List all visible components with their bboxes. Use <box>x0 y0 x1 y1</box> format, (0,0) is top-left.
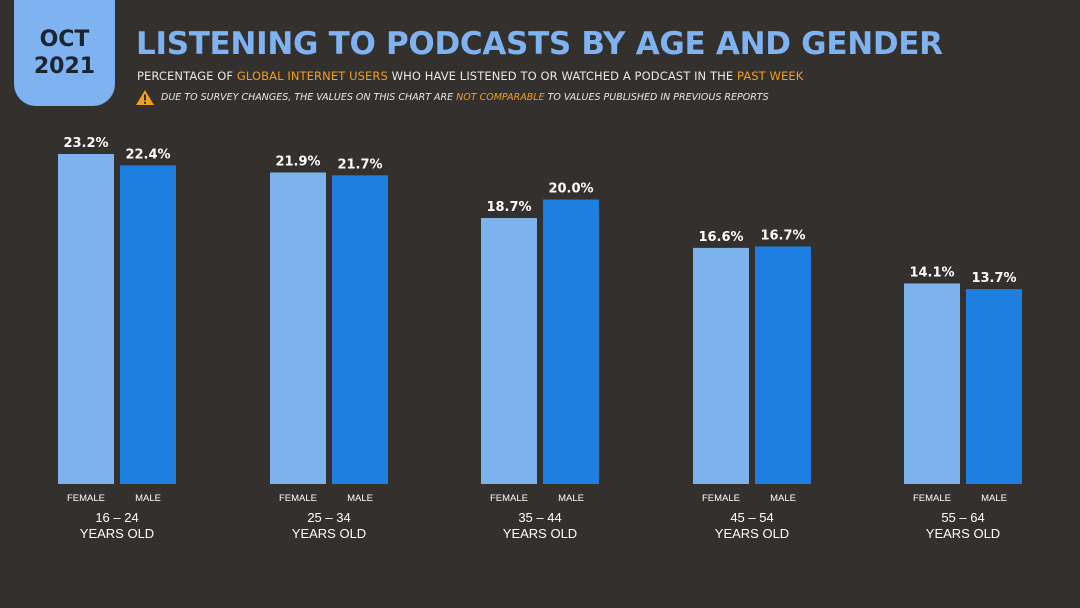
category-label-5: 55 – 64 <box>941 510 984 525</box>
value-label-female-3: 18.7% <box>486 200 531 215</box>
warning-note: DUE TO SURVEY CHANGES, THE VALUES ON THI… <box>135 89 769 106</box>
bar-male-1 <box>120 165 176 484</box>
bar-female-1 <box>58 154 114 484</box>
series-label-male-2: MALE <box>347 493 373 504</box>
subtitle-highlight-2: PAST WEEK <box>737 69 804 83</box>
warning-text-2: TO VALUES PUBLISHED IN PREVIOUS REPORTS <box>544 92 769 103</box>
bar-female-2 <box>270 172 326 484</box>
series-label-female-2: FEMALE <box>279 493 317 504</box>
value-label-female-2: 21.9% <box>275 154 320 169</box>
category-label-2: 25 – 34 <box>307 510 350 525</box>
subtitle-text-2: WHO HAVE LISTENED TO OR WATCHED A PODCAS… <box>387 69 738 83</box>
bar-male-5 <box>966 289 1022 484</box>
warning-text-1: DUE TO SURVEY CHANGES, THE VALUES ON THI… <box>161 92 457 103</box>
series-label-female-4: FEMALE <box>702 493 740 504</box>
series-label-female-3: FEMALE <box>490 493 528 504</box>
chart-subtitle: PERCENTAGE OF GLOBAL INTERNET USERS WHO … <box>137 69 803 83</box>
value-label-male-2: 21.7% <box>337 157 382 172</box>
category-label-4: 45 – 54 <box>730 510 773 525</box>
bar-female-4 <box>693 247 749 484</box>
series-label-male-3: MALE <box>558 493 584 504</box>
series-label-female-1: FEMALE <box>67 493 105 504</box>
category-sublabel-1: YEARS OLD <box>80 526 154 541</box>
category-label-3: 35 – 44 <box>518 510 561 525</box>
bar-male-3 <box>543 199 599 484</box>
value-label-female-5: 14.1% <box>909 265 954 280</box>
warning-highlight: NOT COMPARABLE <box>456 92 545 103</box>
value-label-female-4: 16.6% <box>698 230 743 245</box>
category-sublabel-4: YEARS OLD <box>715 526 789 541</box>
bar-male-4 <box>755 246 811 484</box>
category-sublabel-5: YEARS OLD <box>926 526 1000 541</box>
series-label-female-5: FEMALE <box>913 493 951 504</box>
badge-year: 2021 <box>33 54 96 79</box>
bar-female-3 <box>481 218 537 485</box>
value-label-male-1: 22.4% <box>125 147 170 162</box>
chart-title: LISTENING TO PODCASTS BY AGE AND GENDER <box>136 26 943 62</box>
value-label-male-3: 20.0% <box>548 182 593 197</box>
category-sublabel-2: YEARS OLD <box>292 526 366 541</box>
value-label-male-5: 13.7% <box>971 271 1016 286</box>
date-badge: OCT 2021 <box>14 0 115 106</box>
value-label-male-4: 16.7% <box>760 228 805 243</box>
category-label-1: 16 – 24 <box>95 510 138 525</box>
series-label-male-5: MALE <box>981 493 1007 504</box>
category-sublabel-3: YEARS OLD <box>503 526 577 541</box>
bar-male-2 <box>332 175 388 484</box>
warning-icon <box>136 90 154 105</box>
subtitle-text-1: PERCENTAGE OF <box>137 69 237 83</box>
series-label-male-4: MALE <box>770 493 796 504</box>
series-label-male-1: MALE <box>135 493 161 504</box>
bar-female-5 <box>904 283 960 484</box>
subtitle-highlight-1: GLOBAL INTERNET USERS <box>236 69 388 83</box>
value-label-female-1: 23.2% <box>63 136 108 151</box>
badge-month: OCT <box>39 27 90 52</box>
